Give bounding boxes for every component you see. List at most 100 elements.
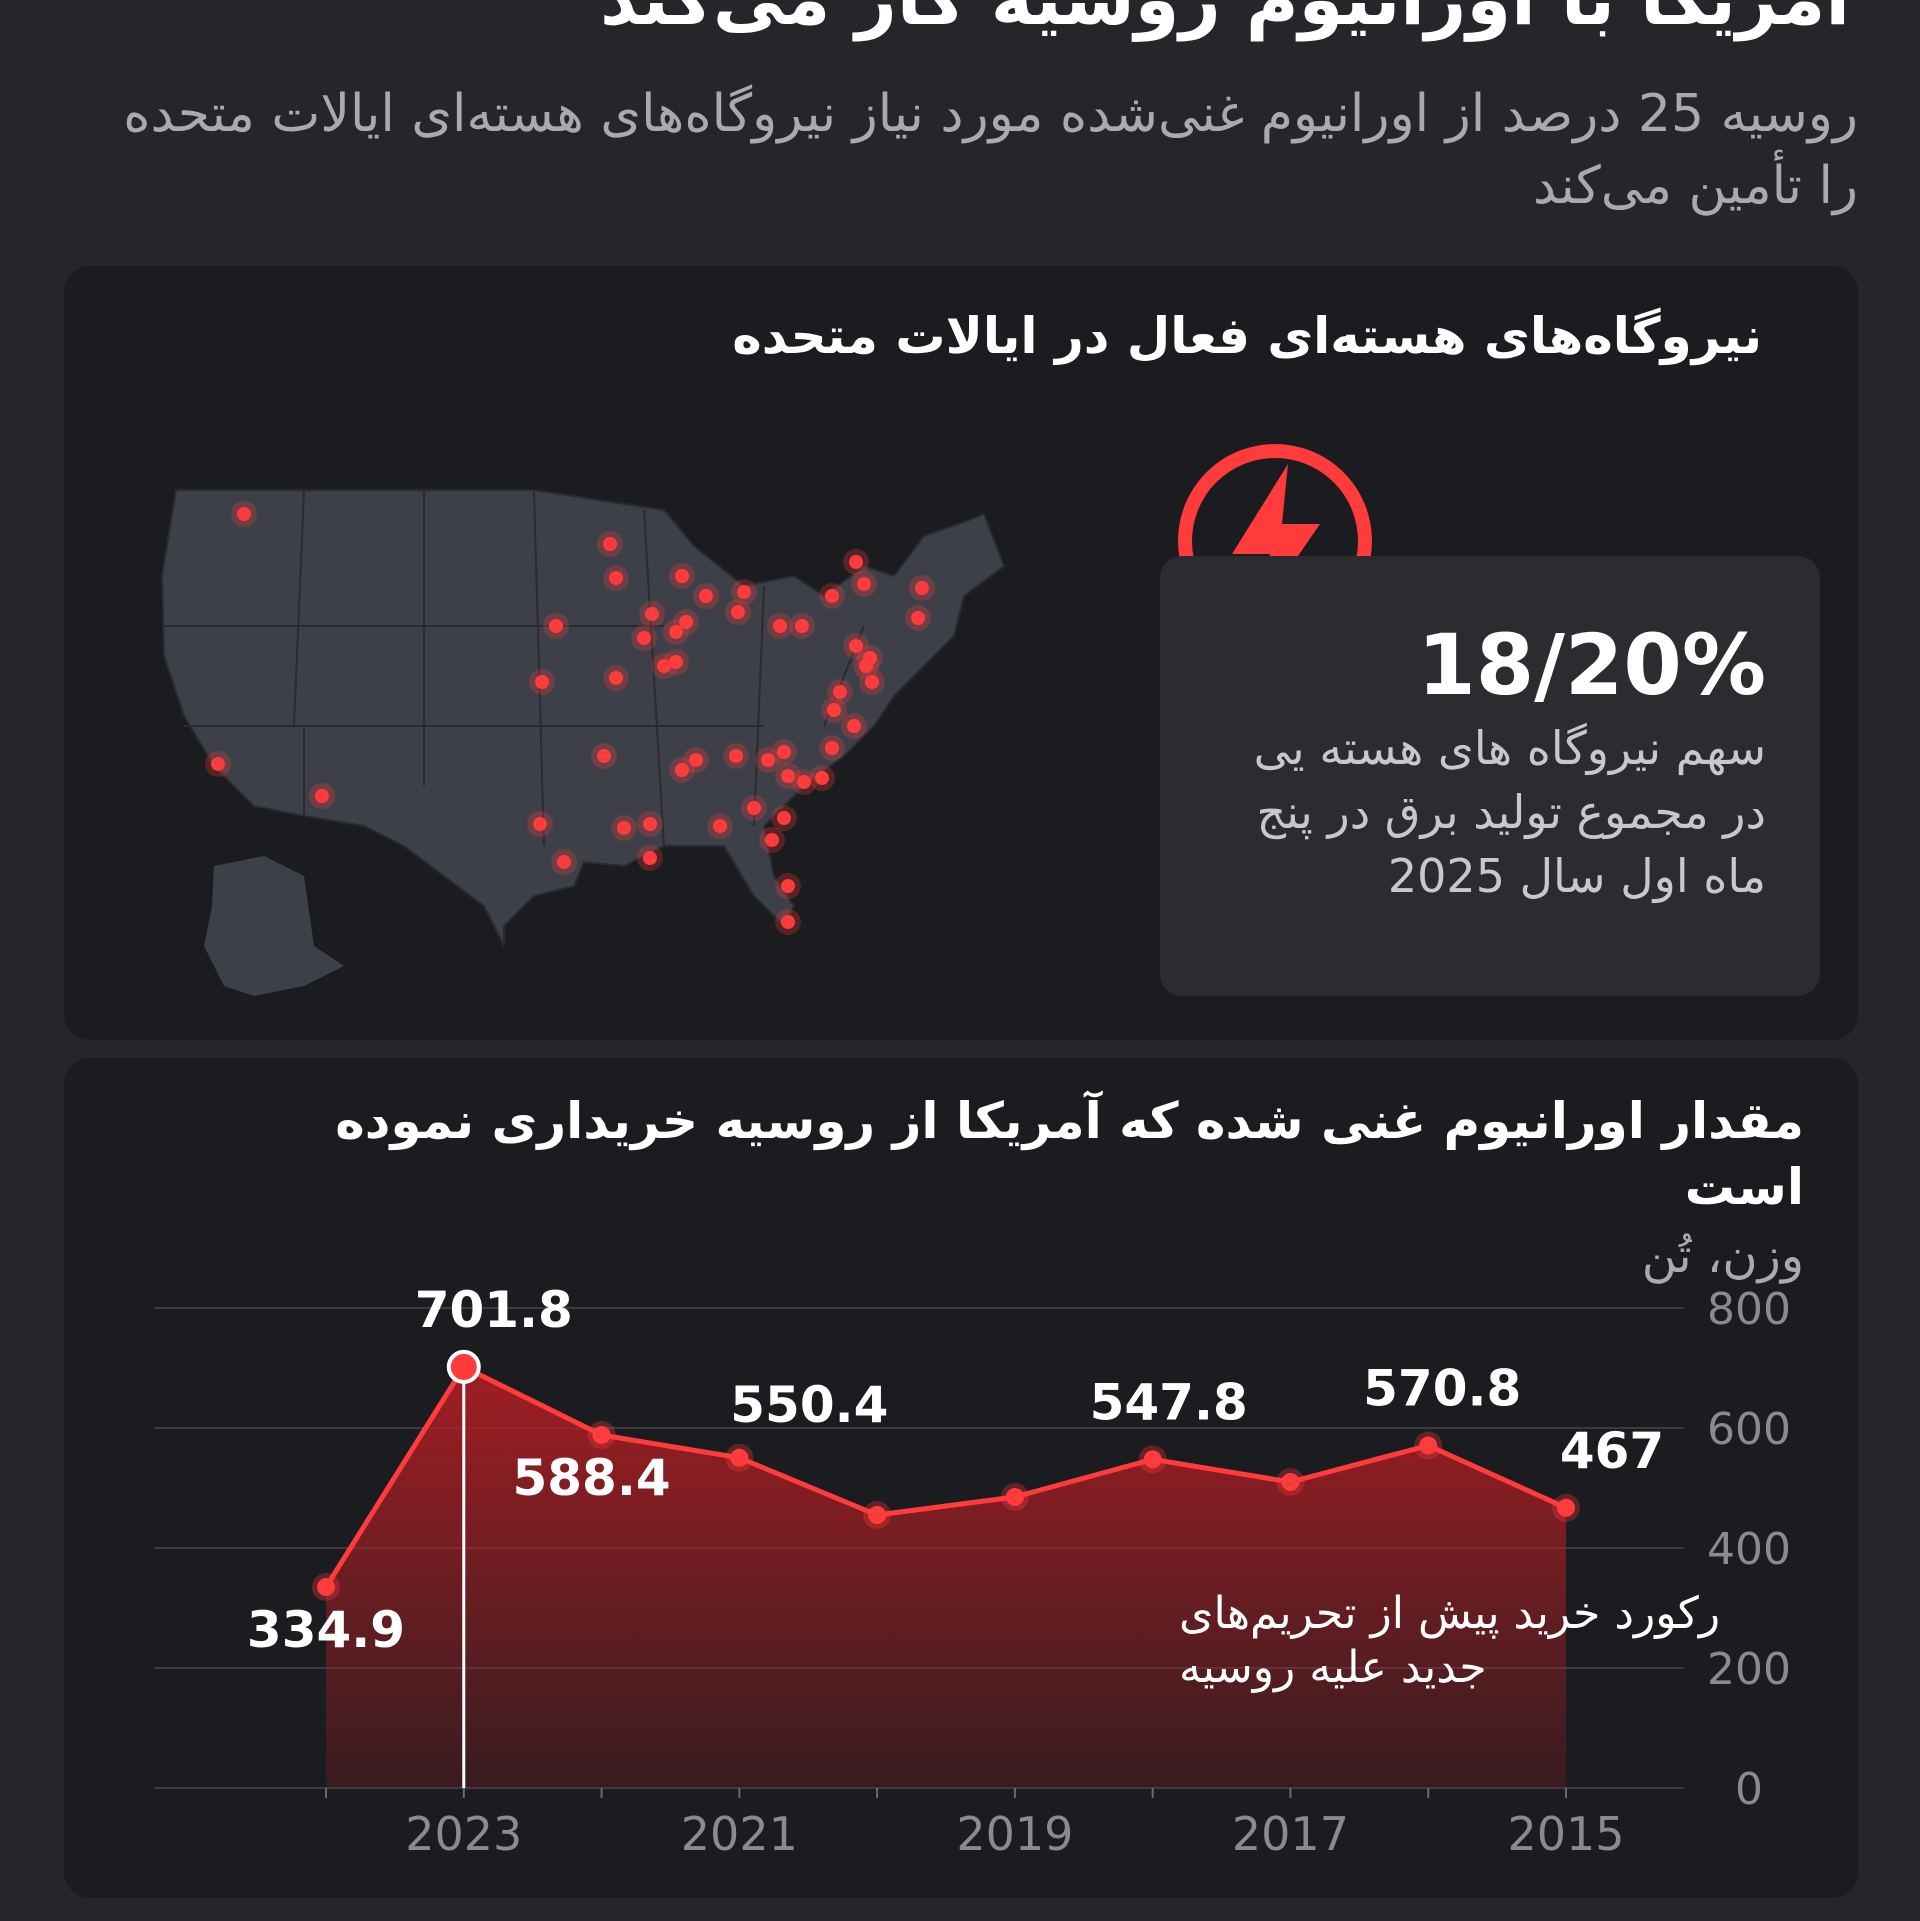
data-label: 570.8	[1363, 1360, 1521, 1418]
us-map	[160, 489, 1006, 996]
bolt-shape	[1232, 464, 1320, 620]
data-label: 547.8	[1090, 1373, 1248, 1431]
x-tick-label: 2021	[681, 1807, 798, 1861]
data-point	[868, 1506, 887, 1524]
plant-marker	[847, 719, 861, 733]
us-mainland-shape	[160, 489, 1006, 996]
page-subtitle: روسیه 25 درصد از اورانیوم غنی‌شده مورد ن…	[123, 84, 1858, 216]
data-point	[1281, 1473, 1300, 1491]
plant-marker	[645, 607, 659, 621]
plant-marker	[699, 589, 713, 603]
chart-line	[323, 1364, 1568, 1589]
y-tick-label: 800	[1707, 1284, 1791, 1335]
chart-card: مقدار اورانیوم غنی شده که آمریکا از روسی…	[64, 1058, 1858, 1898]
data-point	[1419, 1436, 1438, 1455]
plant-marker	[669, 655, 683, 669]
plant-marker	[849, 639, 863, 653]
data-point	[1557, 1498, 1575, 1517]
plant-marker	[827, 703, 841, 717]
state-borders	[164, 489, 865, 847]
data-label: 550.4	[730, 1376, 888, 1434]
plant-marker	[857, 577, 871, 591]
plant-marker	[863, 651, 877, 665]
plant-marker	[765, 833, 779, 847]
plant-marker	[557, 855, 571, 869]
plant-marker	[679, 615, 693, 629]
plant-marker	[643, 851, 657, 865]
data-label: 588.4	[512, 1449, 670, 1507]
plant-marker	[773, 619, 787, 633]
plant-marker	[669, 625, 683, 639]
y-tick-label: 600	[1707, 1404, 1791, 1455]
plant-marker	[915, 581, 929, 595]
plant-marker	[849, 555, 863, 569]
plant-marker	[675, 569, 689, 583]
annotation-text: رکورد خرید پیش از تحریم‌های	[1179, 1588, 1720, 1639]
y-tick-label: 400	[1707, 1524, 1791, 1575]
plant-marker	[637, 631, 651, 645]
plant-marker	[211, 757, 225, 771]
plant-marker	[815, 771, 829, 785]
chart-title: مقدار اورانیوم غنی شده که آمریکا از روسی…	[335, 1092, 1804, 1216]
stat-value: 18/20%	[1417, 616, 1766, 714]
plant-marker	[535, 675, 549, 689]
data-point	[592, 1425, 611, 1444]
plant-marker	[761, 753, 775, 767]
plant-marker	[781, 915, 795, 929]
plant-marker	[617, 821, 631, 835]
stat-caption: سهم نیروگاه های هسته یی در مجموع تولید ب…	[1253, 721, 1766, 903]
plant-marker	[731, 605, 745, 619]
map-card: نیروگاه‌های هسته‌ای فعال در ایالات متحده…	[64, 266, 1858, 1040]
y-tick-label: 0	[1735, 1764, 1763, 1815]
page-title: آمریکا با اورانیوم روسیه کار می‌کند	[50, 0, 1850, 39]
chart-area	[326, 1366, 1566, 1788]
plant-marker	[657, 659, 671, 673]
plant-marker	[643, 817, 657, 831]
plant-marker	[911, 611, 925, 625]
annotation-text: جدید علیه روسیه	[1179, 1642, 1487, 1693]
data-label: 701.8	[415, 1281, 573, 1339]
plant-marker	[597, 749, 611, 763]
plant-marker	[777, 745, 791, 759]
uranium-chart: 0 200 400 600 800 2023 2021 2019 2017 2015 467 570.…	[154, 1281, 1791, 1861]
plant-marker	[781, 879, 795, 893]
map-card-title: نیروگاه‌های هسته‌ای فعال در ایالات متحده	[732, 307, 1762, 365]
plant-marker	[603, 537, 617, 551]
stat-box: 18/20% سهم نیروگاه های هسته یی در مجموع …	[1160, 556, 1820, 996]
plant-marker	[729, 749, 743, 763]
data-label: 467	[1560, 1422, 1664, 1480]
plant-marker	[549, 619, 563, 633]
plant-marker	[609, 571, 623, 585]
chart-unit-label: وزن، تُن	[1641, 1228, 1804, 1284]
x-tick-label: 2017	[1232, 1807, 1349, 1861]
plant-marker	[237, 507, 251, 521]
plant-marker	[777, 811, 791, 825]
plant-marker	[797, 775, 811, 789]
plant-marker	[609, 671, 623, 685]
plant-marker	[713, 819, 727, 833]
highlight-point	[446, 1349, 481, 1384]
power-plant-markers	[205, 501, 935, 935]
plant-marker	[825, 589, 839, 603]
y-tick-label: 200	[1707, 1644, 1791, 1695]
plant-marker	[865, 675, 879, 689]
plant-marker	[315, 789, 329, 803]
x-tick-label: 2023	[405, 1807, 522, 1861]
data-point	[730, 1448, 749, 1467]
data-point	[1143, 1450, 1162, 1469]
alaska	[204, 856, 344, 996]
x-tick-label: 2019	[956, 1807, 1073, 1861]
plant-marker	[781, 769, 795, 783]
plant-marker	[689, 753, 703, 767]
plant-marker	[533, 817, 547, 831]
plant-marker	[825, 741, 839, 755]
data-point	[1005, 1488, 1024, 1506]
plant-marker	[747, 801, 761, 815]
plant-marker	[833, 685, 847, 699]
plant-marker	[737, 585, 751, 599]
x-tick-label: 2015	[1507, 1807, 1624, 1861]
plant-marker	[795, 619, 809, 633]
data-point	[317, 1578, 335, 1597]
plant-marker	[675, 763, 689, 777]
data-label: 334.9	[247, 1601, 405, 1659]
